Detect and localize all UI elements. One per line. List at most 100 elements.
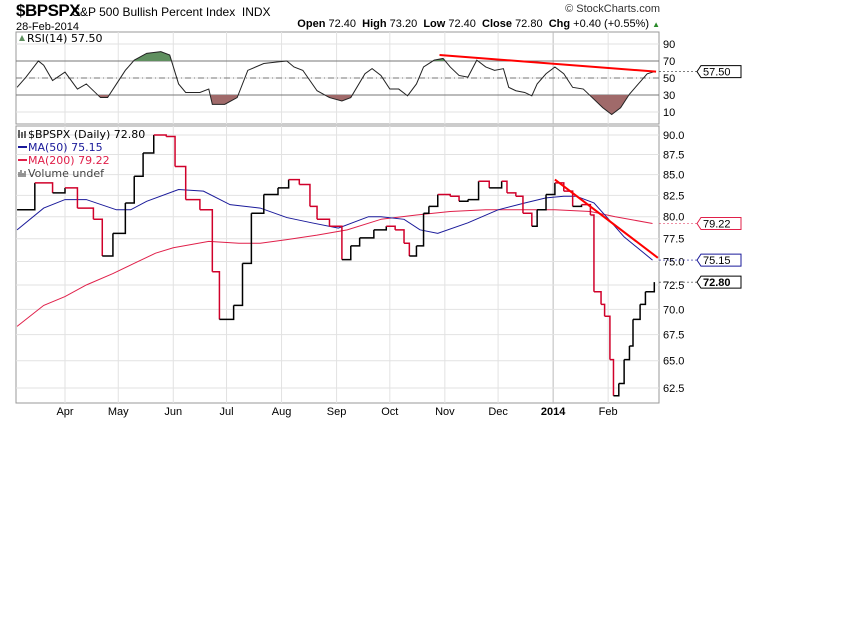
price-down-segment: [506, 192, 517, 197]
price-down-segment: [93, 218, 104, 256]
volume-legend: Volume undef: [28, 167, 105, 180]
ma200-legend: MA(200) 79.22: [28, 154, 110, 167]
rsi-value-tag: [696, 65, 742, 79]
price-up-segment: [52, 187, 66, 194]
close-value: 72.80: [515, 18, 543, 30]
chg-label: Chg: [548, 18, 571, 30]
price-up-segment: [102, 233, 114, 257]
price-up-segment: [416, 213, 425, 247]
price-up-segment: [489, 181, 503, 189]
price-down-segment: [309, 205, 318, 220]
price-up-segment: [531, 209, 538, 228]
price-y-tick: 65.0: [663, 356, 684, 368]
ma200-value-tag: [696, 217, 742, 231]
close-value-tag: [696, 275, 742, 289]
price-down-segment: [185, 198, 201, 210]
price-y-tick: 75.0: [663, 256, 684, 268]
price-up-segment: [263, 187, 279, 196]
x-tick-label: 2014: [541, 406, 566, 418]
rsi-legend-icon: [19, 35, 25, 41]
price-y-tick: 62.5: [663, 383, 684, 395]
copyright: © StockCharts.com: [565, 3, 660, 15]
x-tick-label: Feb: [599, 406, 618, 418]
exchange: INDX: [241, 5, 271, 19]
price-down-segment: [212, 270, 221, 320]
index-name: S&P 500 Bullish Percent Index INDX: [72, 5, 271, 19]
price-down-segment: [601, 303, 606, 317]
x-tick-label: Nov: [435, 406, 455, 418]
x-tick-label: Sep: [327, 406, 347, 418]
price-down-segment: [563, 190, 574, 207]
price-up-segment: [633, 304, 641, 321]
rsi-value-label: 57.50: [703, 67, 731, 79]
ma200-line: [16, 209, 653, 327]
price-up-segment: [143, 135, 155, 154]
low-value: 72.40: [448, 18, 476, 30]
price-down-segment: [34, 182, 54, 193]
price-legend: $BPSPX (Daily) 72.80: [28, 128, 145, 141]
price-up-segment: [618, 359, 625, 385]
price-up-segment: [467, 181, 480, 201]
price-down-segment: [175, 165, 187, 200]
ma200-value-label: 79.22: [703, 219, 731, 231]
ma50-value-label: 75.15: [703, 255, 731, 267]
price-down-segment: [77, 207, 95, 220]
price-up-segment: [134, 152, 144, 178]
price-trendline: [554, 178, 659, 259]
price-down-segment: [501, 180, 508, 193]
price-down-segment: [522, 212, 533, 227]
high-value: 73.20: [389, 18, 418, 30]
index-full-name: S&P 500 Bullish Percent Index: [72, 5, 236, 19]
x-tick-label: Apr: [56, 406, 73, 418]
open-value: 72.40: [328, 18, 357, 30]
price-down-segment: [478, 180, 490, 188]
price-y-tick: 90.0: [663, 130, 684, 142]
rsi-legend: RSI(14) 57.50: [27, 32, 102, 45]
price-down-segment: [65, 187, 79, 209]
open-label: Open: [297, 18, 326, 30]
price-down-segment: [450, 195, 460, 202]
up-arrow-icon: ▲: [652, 20, 660, 29]
high-label: High: [362, 18, 387, 30]
x-tick-label: May: [108, 406, 129, 418]
ma50-value-tag: [696, 253, 742, 267]
price-up-segment: [428, 194, 439, 208]
x-tick-label: Aug: [272, 406, 292, 418]
price-up-segment: [537, 194, 547, 211]
price-y-tick: 82.5: [663, 190, 684, 202]
price-y-tick: 85.0: [663, 170, 684, 182]
price-up-segment: [278, 179, 290, 189]
x-tick-label: Jun: [164, 406, 182, 418]
rsi-overbought-fill: [17, 51, 655, 61]
price-down-segment: [581, 203, 592, 215]
price-up-segment: [359, 229, 375, 239]
price-down-segment: [609, 358, 615, 396]
price-panel-frame: [15, 125, 660, 404]
price-up-segment: [233, 263, 244, 307]
chg-value: +0.40 (+0.55%): [573, 18, 650, 30]
price-up-segment: [350, 237, 361, 247]
price-down-segment: [329, 225, 343, 260]
price-y-tick: 77.5: [663, 234, 684, 246]
price-y-tick: 67.5: [663, 330, 684, 342]
price-down-segment: [386, 225, 396, 230]
price-down-segment: [199, 209, 214, 272]
quote-summary: Open 72.40 High 73.20 Low 72.40 Close 72…: [297, 18, 660, 31]
price-down-segment: [317, 218, 331, 227]
rsi-y-tick: 50: [663, 73, 675, 85]
ma50-legend: MA(50) 75.15: [28, 141, 103, 154]
price-up-segment: [251, 194, 265, 214]
rsi-y-tick: 10: [663, 107, 675, 119]
rsi-y-tick: 90: [663, 39, 675, 51]
price-y-tick: 87.5: [663, 150, 684, 162]
x-tick-label: Oct: [381, 406, 398, 418]
price-up-segment: [373, 226, 388, 231]
close-label: Close: [482, 18, 512, 30]
price-down-segment: [515, 195, 524, 214]
price-down-segment: [590, 214, 595, 292]
price-down-segment: [395, 229, 405, 244]
price-y-tick: 80.0: [663, 212, 684, 224]
price-down-segment: [299, 183, 311, 207]
price-y-tick: 72.5: [663, 280, 684, 292]
